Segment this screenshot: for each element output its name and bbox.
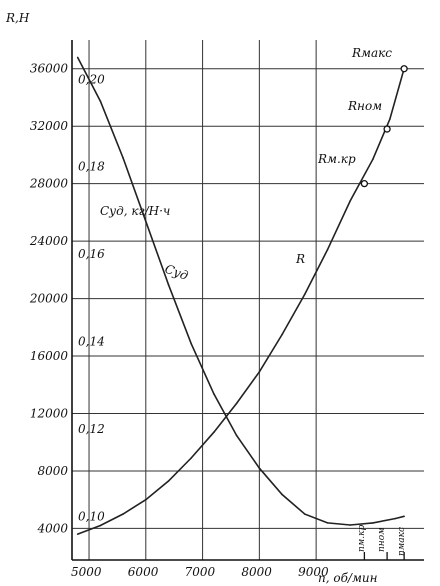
y-inner-tick-3: 0,16 [78,247,105,261]
y-inner-axis-label: Cуд, кг/Н·ч [100,204,170,218]
marked-points [360,65,408,188]
y-inner-tick-4: 0,18 [78,160,105,174]
y-inner-tick-1: 0,12 [78,422,105,436]
series-point-r-8 [258,371,261,373]
series-point-r-3 [145,498,147,501]
label-n-nom: nном [377,527,387,552]
x-tick-0: 5000 [71,565,102,579]
series-point-c-11 [326,522,329,524]
curves [76,56,405,535]
series-line-c [76,57,405,526]
curve-label-r: R [295,252,305,266]
marked-point-r-nom [383,125,391,133]
x-tick-4: 9000 [298,565,329,579]
series-point-c-5 [190,342,193,345]
y-left-tick-6: 28000 [29,177,69,191]
series-point-r-1 [99,524,102,527]
series-point-c-7 [235,434,238,437]
label-r-mkr: Rм.кр [317,152,356,166]
series-point-r-2 [122,513,124,515]
series-line-r [77,68,405,535]
series-point-r-4 [167,480,170,482]
y-left-tick-1: 8000 [37,464,68,478]
series-point-r-5 [190,457,193,459]
grid [72,40,424,560]
x-tick-3: 8000 [241,565,272,579]
series-point-r-11 [326,248,329,251]
label-n-mkr: nм.кр [357,525,367,552]
y-left-tick-4: 20000 [29,292,69,306]
marked-point-r-mkr [360,179,369,188]
x-tick-2: 7000 [185,565,216,579]
y-left-tick-5: 24000 [29,234,69,248]
series-point-c-14 [394,517,397,520]
series-point-r-10 [303,293,306,296]
label-n-max: nмакс [397,527,407,556]
series-point-c-6 [213,393,215,395]
label-r-max: Rмакс [351,46,392,60]
marked-point-r-max [400,65,408,73]
y-left-tick-8: 36000 [30,62,69,76]
y-left-tick-2: 12000 [30,406,69,420]
series-point-r-13 [372,158,374,161]
series-point-c-15 [403,515,405,518]
series-point-c-8 [258,467,261,470]
series-point-r-12 [349,200,351,202]
x-axis-label: n, об/мин [318,571,378,585]
series-point-c-0 [76,56,79,59]
series-point-c-12 [349,524,351,526]
y-left-tick-labels: 4000 8000 12000 16000 20000 24000 28000 32000 36… [29,62,69,536]
series-point-r-14 [389,118,391,120]
series-point-r-6 [213,431,215,433]
label-r-nom: Rном [347,99,382,113]
series-point-c-2 [122,157,124,159]
series-point-c-1 [99,100,102,102]
series-point-r-7 [235,402,238,405]
series-point-r-9 [281,333,283,336]
y-inner-tick-0: 0,10 [78,509,105,523]
y-inner-tick-2: 0,14 [78,335,105,349]
x-tick-1: 6000 [128,565,159,579]
y-inner-tick-labels: 0,10 0,12 0,14 0,16 0,18 0,20 [78,72,105,523]
y-left-tick-0: 4000 [36,521,68,535]
series-point-r-0 [76,533,79,535]
axes [71,40,424,561]
y-left-tick-7: 32000 [30,119,69,133]
series-point-c-10 [303,513,306,515]
series-point-c-3 [145,220,147,223]
series-point-c-13 [372,522,374,524]
x-tick-labels: 5000 6000 7000 8000 9000 [71,565,329,579]
y-left-tick-3: 16000 [30,349,69,363]
y-inner-tick-5: 0,20 [78,72,105,86]
y-left-axis-label: R,Н [5,11,30,25]
series-point-c-4 [167,283,170,286]
series-point-c-9 [281,493,283,496]
